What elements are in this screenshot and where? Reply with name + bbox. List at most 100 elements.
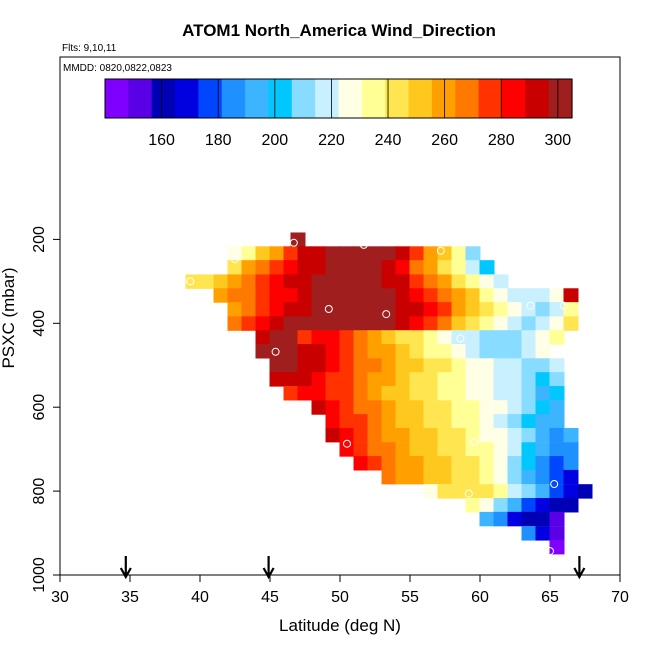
heatmap-cell xyxy=(227,246,243,261)
latitude-arrow xyxy=(262,556,275,580)
heatmap-cell xyxy=(381,442,397,457)
heatmap-cell xyxy=(423,372,439,387)
heatmap-cell xyxy=(493,442,509,457)
heatmap-cell xyxy=(395,400,411,415)
heatmap-cell xyxy=(521,330,537,345)
heatmap-cell xyxy=(367,372,383,387)
heatmap-cell xyxy=(367,330,383,345)
heatmap-cell xyxy=(521,344,537,359)
heatmap-cell xyxy=(353,302,369,317)
heatmap-cell xyxy=(409,372,425,387)
heatmap-cell xyxy=(535,414,551,429)
flights-annotation: Flts: 9,10,11 xyxy=(62,43,117,54)
heatmap-cell xyxy=(507,302,523,317)
heatmap-cell xyxy=(521,414,537,429)
heatmap-cell xyxy=(521,316,537,331)
heatmap-cell xyxy=(535,316,551,331)
heatmap-cell xyxy=(381,456,397,471)
heatmap-cell xyxy=(535,442,551,457)
heatmap-cell xyxy=(325,316,341,331)
heatmap-cell xyxy=(465,456,481,471)
sample-point xyxy=(186,277,195,286)
heatmap-cell xyxy=(535,400,551,415)
heatmap-cell xyxy=(311,358,327,373)
x-tick-label: 35 xyxy=(121,589,139,606)
heatmap-cell xyxy=(437,358,453,373)
heatmap-cell xyxy=(423,316,439,331)
heatmap-cell xyxy=(479,260,495,275)
x-tick-label: 65 xyxy=(541,589,559,606)
colorbar-swatch xyxy=(245,79,270,118)
heatmap-cell xyxy=(381,372,397,387)
heatmap-cell xyxy=(409,260,425,275)
heatmap-cell xyxy=(423,358,439,373)
heatmap-cell xyxy=(297,344,313,359)
heatmap-cell xyxy=(479,498,495,513)
heatmap-cell xyxy=(479,414,495,429)
colorbar xyxy=(104,78,573,119)
sample-point xyxy=(464,489,473,498)
heatmap-cells xyxy=(185,232,593,555)
heatmap-cell xyxy=(381,344,397,359)
heatmap-cell xyxy=(395,260,411,275)
heatmap-cell xyxy=(381,274,397,289)
heatmap-cell xyxy=(423,400,439,415)
heatmap-cell xyxy=(535,484,551,499)
latitude-arrow xyxy=(573,556,586,580)
heatmap-cell xyxy=(409,358,425,373)
heatmap-cell xyxy=(339,330,355,345)
heatmap-cell xyxy=(311,302,327,317)
colorbar-swatch xyxy=(548,79,573,118)
sample-point xyxy=(539,340,547,349)
x-tick-label: 50 xyxy=(331,589,349,606)
heatmap-cell xyxy=(521,288,537,303)
heatmap-cell xyxy=(269,330,285,345)
heatmap-cell xyxy=(325,260,341,275)
heatmap-cell xyxy=(479,386,495,401)
heatmap-cell xyxy=(423,456,439,471)
colorbar-swatch xyxy=(175,79,199,118)
heatmap-cell xyxy=(311,372,327,387)
heatmap-cell xyxy=(283,330,299,345)
heatmap-cell xyxy=(283,274,299,289)
colorbar-swatch xyxy=(291,79,316,118)
x-axis-label: Latitude (deg N) xyxy=(279,616,401,635)
x-tick-label: 70 xyxy=(611,589,629,606)
colorbar-swatch xyxy=(478,79,503,118)
heatmap-cell xyxy=(255,302,271,317)
dates-annotation: MMDD: 0820,0822,0823 xyxy=(63,63,172,74)
sample-point xyxy=(436,246,445,255)
heatmap-cell xyxy=(339,400,355,415)
heatmap-cell xyxy=(339,386,355,401)
heatmap-cell xyxy=(521,427,537,443)
heatmap-cell xyxy=(493,288,509,303)
heatmap-cell xyxy=(451,316,467,331)
heatmap-cell xyxy=(437,400,453,415)
heatmap-cell xyxy=(423,442,439,457)
x-tick-label: 55 xyxy=(401,589,419,606)
heatmap-cell xyxy=(325,386,341,401)
heatmap-cell xyxy=(507,330,523,345)
heatmap-cell xyxy=(367,386,383,401)
sample-point xyxy=(456,334,465,343)
heatmap-cell xyxy=(241,316,257,331)
heatmap-cell xyxy=(367,246,383,261)
colorbar-swatch xyxy=(385,79,410,118)
heatmap-cell xyxy=(451,469,467,485)
y-tick-label: 800 xyxy=(31,478,48,505)
colorbar-swatch xyxy=(408,79,433,118)
heatmap-cell xyxy=(437,469,453,485)
heatmap-cell xyxy=(311,288,327,303)
heatmap-cell xyxy=(549,511,565,527)
heatmap-cell xyxy=(395,316,411,331)
y-tick-label: 1000 xyxy=(31,557,48,593)
heatmap-cell xyxy=(339,344,355,359)
heatmap-cell xyxy=(493,344,509,359)
colorbar-swatch xyxy=(338,79,363,118)
heatmap-cell xyxy=(479,288,495,303)
x-tick-label: 60 xyxy=(471,589,489,606)
heatmap-cell xyxy=(465,469,481,485)
heatmap-cell xyxy=(493,484,509,499)
heatmap-cell xyxy=(367,427,383,443)
heatmap-cell xyxy=(241,274,257,289)
